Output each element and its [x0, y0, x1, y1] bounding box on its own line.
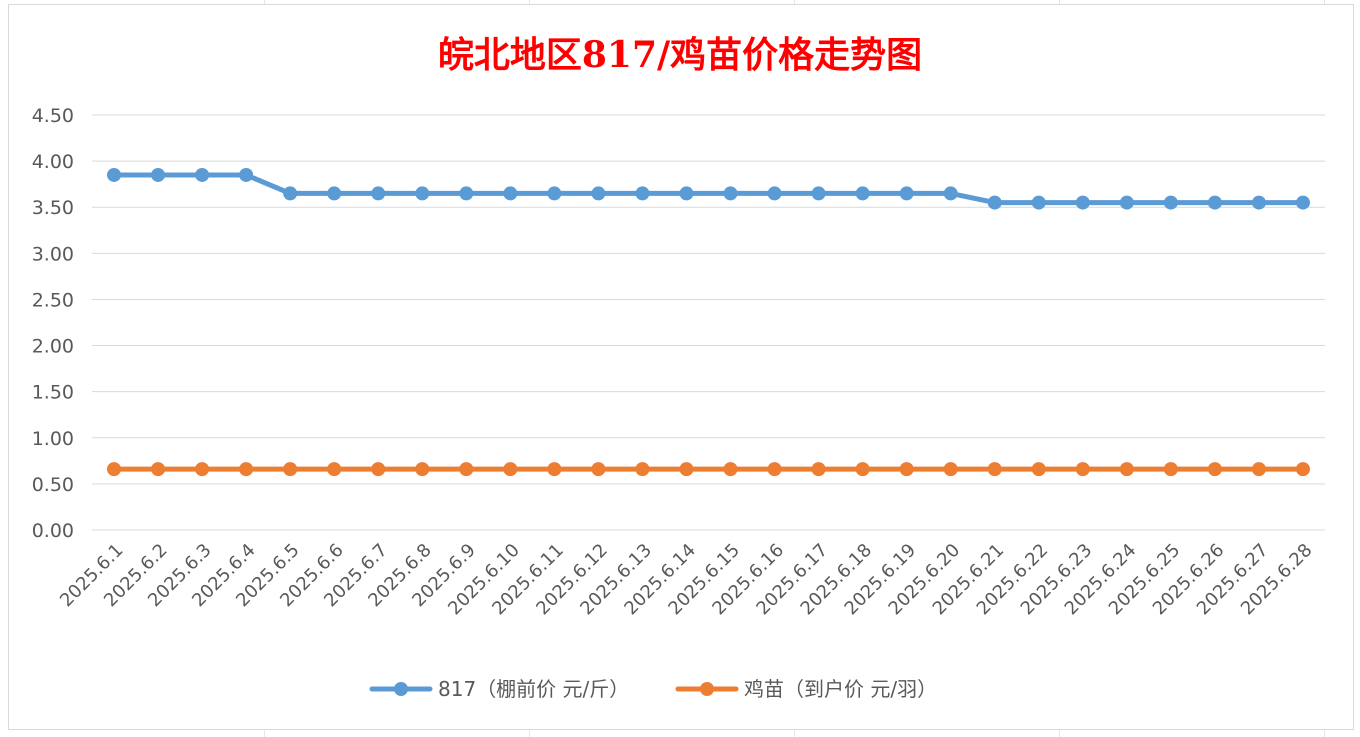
data-point [239, 462, 254, 477]
data-point [415, 186, 430, 201]
data-point [107, 167, 122, 182]
data-point [1031, 195, 1046, 210]
data-point [943, 462, 958, 477]
legend-marker [394, 682, 408, 696]
data-point [591, 462, 606, 477]
data-point [767, 186, 782, 201]
data-point [899, 186, 914, 201]
y-tick-label: 3.00 [32, 243, 74, 265]
chart-title: 皖北地区817/鸡苗价格走势图 [437, 34, 923, 76]
data-point [855, 462, 870, 477]
data-point [371, 186, 386, 201]
data-point [415, 462, 430, 477]
data-point [1251, 462, 1266, 477]
data-point [1031, 462, 1046, 477]
data-point [635, 462, 650, 477]
data-point [1075, 462, 1090, 477]
data-point [547, 462, 562, 477]
data-point [855, 186, 870, 201]
legend-label: 鸡苗（到户价 元/羽） [744, 677, 937, 701]
legend-marker [700, 682, 714, 696]
data-point [151, 167, 166, 182]
data-point [283, 462, 298, 477]
data-point [327, 186, 342, 201]
data-point [1295, 195, 1310, 210]
data-point [195, 167, 210, 182]
data-point [1119, 195, 1134, 210]
data-point [195, 462, 210, 477]
data-point [1163, 195, 1178, 210]
series-line [111, 172, 1306, 206]
data-point [547, 186, 562, 201]
legend: 817（棚前价 元/斤） 鸡苗（到户价 元/羽） [369, 677, 937, 701]
data-point [503, 462, 518, 477]
y-tick-label: 1.50 [32, 382, 74, 404]
data-point [151, 462, 166, 477]
legend-label: 817（棚前价 元/斤） [438, 677, 629, 701]
data-point [943, 186, 958, 201]
data-point [679, 186, 694, 201]
data-point [503, 186, 518, 201]
data-point [239, 167, 254, 182]
data-point [327, 462, 342, 477]
y-tick-label: 2.50 [32, 289, 74, 311]
plot-series [107, 167, 1310, 477]
data-point [371, 462, 386, 477]
y-axis-ticks: 0.00 0.50 1.00 1.50 2.00 2.50 3.00 3.50 4.00 4.50 [32, 105, 74, 542]
data-point [899, 462, 914, 477]
data-point [723, 462, 738, 477]
y-tick-label: 2.00 [32, 336, 74, 358]
data-point [1075, 195, 1090, 210]
x-axis-ticks: 2025.6.12025.6.22025.6.32025.6.42025.6.5… [56, 540, 1316, 620]
chart-area[interactable] [8, 4, 1354, 730]
data-point [1207, 195, 1222, 210]
data-point [591, 186, 606, 201]
data-point [1119, 462, 1134, 477]
y-tick-label: 1.00 [32, 428, 74, 450]
y-tick-label: 0.00 [32, 520, 74, 542]
data-point [679, 462, 694, 477]
data-point [459, 186, 474, 201]
data-point [767, 462, 782, 477]
data-point [987, 462, 1002, 477]
y-tick-label: 4.50 [32, 105, 74, 127]
y-tick-label: 0.50 [32, 474, 74, 496]
data-point [1295, 462, 1310, 477]
data-point [987, 195, 1002, 210]
data-point [635, 186, 650, 201]
data-point [1251, 195, 1266, 210]
y-tick-label: 4.00 [32, 151, 74, 173]
data-point [1163, 462, 1178, 477]
data-point [811, 462, 826, 477]
y-tick-label: 3.50 [32, 197, 74, 219]
data-point [811, 186, 826, 201]
data-point [107, 462, 122, 477]
gridlines [92, 114, 1325, 531]
data-point [459, 462, 474, 477]
data-point [283, 186, 298, 201]
data-point [723, 186, 738, 201]
data-point [1207, 462, 1222, 477]
